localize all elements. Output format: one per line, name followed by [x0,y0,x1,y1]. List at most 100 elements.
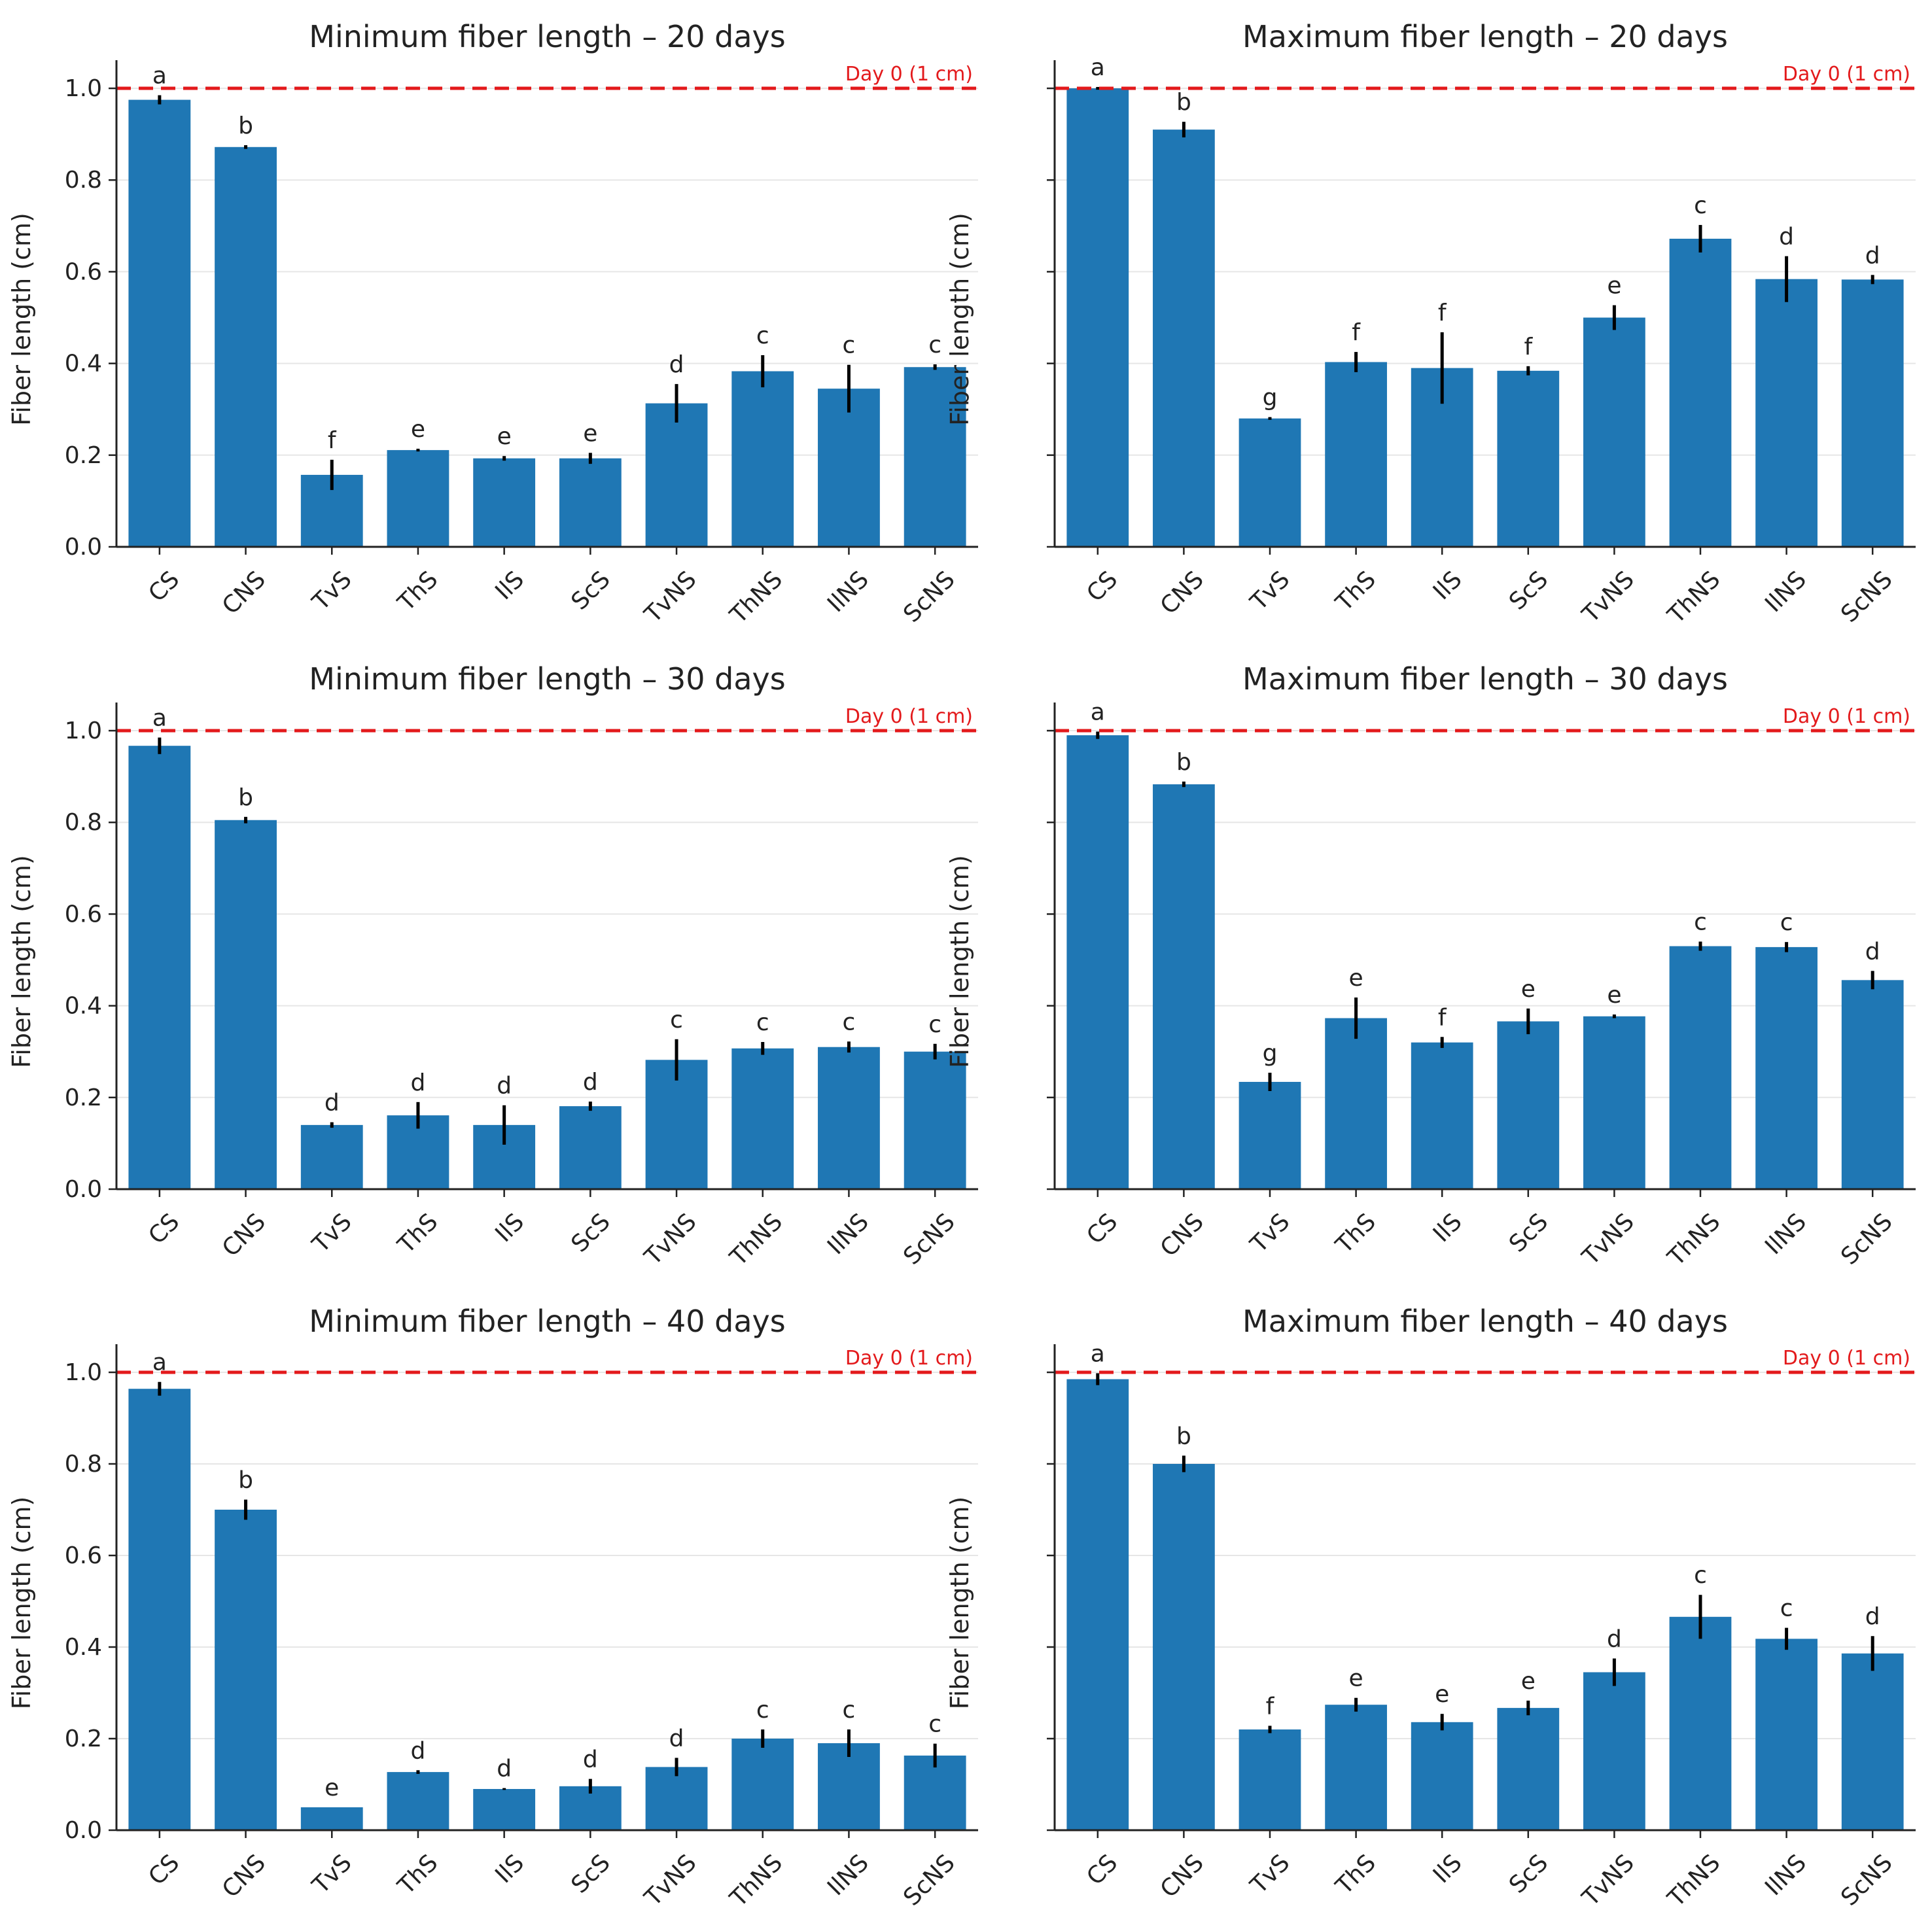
y-tick-label: 0.0 [65,1817,102,1844]
y-axis-label: Fiber length (cm) [7,1497,36,1710]
x-tick-label: CNS [1155,1208,1209,1262]
bar [215,1510,277,1830]
significance-letter: c [843,1009,856,1035]
x-tick-label: IlNS [1760,1849,1812,1901]
x-tick-label: IlS [490,1849,529,1888]
significance-letter: c [1780,909,1793,936]
panel-2: Maximum fiber length – 20 days Fiber leng… [945,19,1916,629]
x-tick-label: CS [143,1208,184,1249]
x-tick-label: TvS [1245,566,1295,616]
x-tick-label: TvNS [1577,1849,1640,1912]
bar [387,1772,449,1830]
bar [1238,1081,1301,1189]
x-tick-label: ScS [1504,566,1553,615]
significance-letter: a [1091,1340,1105,1367]
significance-letter: d [411,1069,426,1096]
significance-letter: d [669,1725,684,1752]
significance-letter: e [325,1775,339,1801]
x-tick-label: ThS [393,566,444,617]
x-tick-label: ThNS [1662,1849,1726,1913]
x-tick-label: ThNS [1662,566,1726,629]
x-tick-label: TvS [1245,1849,1295,1899]
x-tick-label: IlNS [822,1849,874,1901]
significance-letter: f [1524,334,1533,360]
x-tick-label: CS [1081,1208,1123,1249]
x-tick-label: ScNS [1836,566,1897,627]
x-tick-label: ThNS [725,1208,788,1272]
bar [1153,784,1215,1189]
significance-letter: b [1176,749,1191,776]
panel-1: Minimum fiber length – 20 days Fiber leng… [7,19,978,629]
x-tick-label: IlS [490,566,529,605]
significance-letter: d [497,1756,512,1782]
panel-3: Minimum fiber length – 30 days Fiber leng… [7,661,978,1272]
bar [387,450,449,547]
significance-letter: d [325,1090,340,1117]
significance-letter: f [1438,300,1447,326]
bar [1066,735,1129,1189]
bar [904,1755,966,1830]
significance-letter: d [411,1737,426,1764]
panel-title: Minimum fiber length – 30 days [309,661,785,697]
significance-letter: a [152,705,167,732]
panel-5: Minimum fiber length – 40 days Fiber leng… [7,1304,978,1913]
significance-letter: d [1779,224,1794,251]
bar [1411,1042,1473,1189]
significance-letter: e [1521,1668,1536,1695]
x-tick-label: ScNS [898,566,960,627]
bar [1066,88,1129,547]
bar [128,99,191,547]
y-tick-label: 0.6 [65,1542,102,1569]
y-tick-label: 0.2 [65,1726,102,1752]
x-tick-label: IlNS [1760,566,1812,617]
significance-letter: c [756,1697,769,1724]
x-tick-label: TvS [307,566,357,616]
reference-line-label: Day 0 (1 cm) [1783,1347,1910,1370]
significance-letter: c [1694,1562,1707,1589]
significance-letter: c [928,1011,941,1038]
y-tick-label: 0.6 [65,901,102,928]
bar [1497,370,1560,547]
significance-letter: d [669,351,684,378]
y-axis-label: Fiber length (cm) [945,1497,974,1710]
bar [1755,1639,1818,1830]
significance-letter: f [1352,319,1361,346]
x-tick-label: TvS [1245,1208,1295,1258]
x-tick-label: ScS [567,1849,616,1898]
bar [1755,946,1818,1189]
x-tick-label: ScS [1504,1849,1553,1898]
significance-letter: d [583,1746,598,1773]
bar [215,147,277,547]
bar [559,1106,622,1189]
significance-letter: d [1865,1603,1880,1630]
significance-letter: e [497,423,512,450]
bar [645,1767,708,1830]
reference-line-label: Day 0 (1 cm) [1783,705,1910,728]
y-tick-label: 0.2 [65,1085,102,1111]
y-tick-label: 0.4 [65,1634,102,1661]
bar [1497,1708,1560,1830]
significance-letter: b [238,784,253,811]
significance-letter: e [583,420,597,447]
significance-letter: c [1694,192,1707,219]
significance-letter: f [328,427,337,454]
x-tick-label: TvNS [639,1849,702,1912]
x-tick-label: IlS [1428,1849,1467,1888]
x-tick-label: IlS [490,1208,529,1247]
x-tick-label: ThNS [725,1849,788,1913]
panel-title: Minimum fiber length – 20 days [309,19,785,54]
significance-letter: a [1091,54,1105,81]
bar [818,1743,880,1830]
x-tick-label: CNS [217,1208,271,1262]
x-tick-label: ScNS [1836,1849,1897,1911]
bar [1755,279,1818,547]
panel-4: Maximum fiber length – 30 days Fiber leng… [945,661,1916,1272]
significance-letter: c [670,1007,683,1033]
significance-letter: e [1607,273,1621,300]
bar [1325,362,1387,547]
bar [473,458,536,547]
significance-letter: c [928,1711,941,1738]
reference-line-label: Day 0 (1 cm) [845,705,973,728]
y-tick-label: 0.2 [65,442,102,469]
